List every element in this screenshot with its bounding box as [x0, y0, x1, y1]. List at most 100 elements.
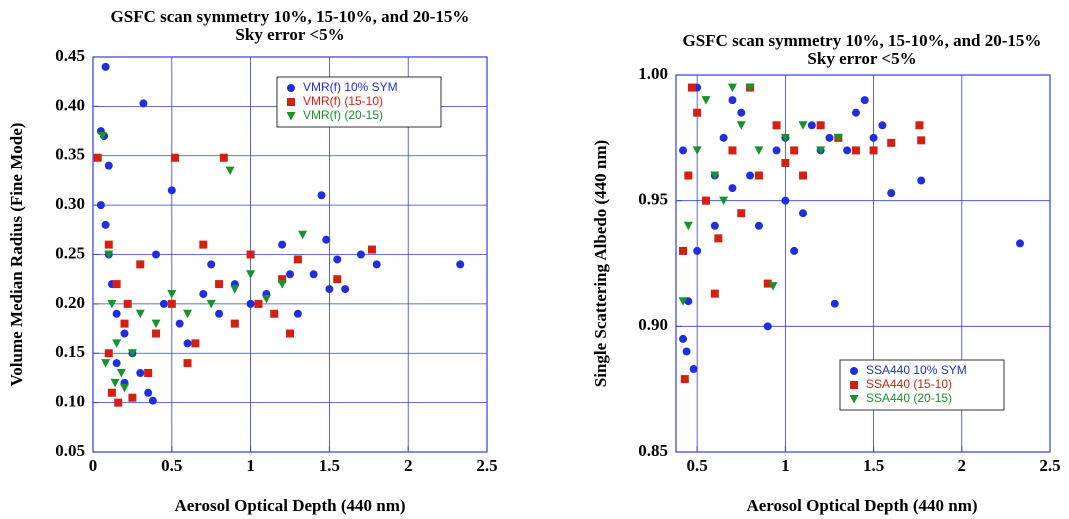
chart-subtitle: Sky error <5%	[807, 49, 916, 68]
point	[816, 121, 825, 130]
point	[693, 246, 702, 255]
point	[799, 171, 808, 180]
point	[689, 365, 698, 374]
point	[107, 388, 116, 397]
point	[152, 329, 161, 338]
chart-subtitle: Sky error <5%	[235, 25, 344, 44]
legend-marker	[850, 381, 858, 389]
point	[869, 146, 878, 155]
point	[317, 191, 326, 200]
y-tick-label: 0.05	[55, 441, 85, 460]
point	[684, 171, 693, 180]
point	[915, 121, 924, 130]
y-axis-label: Volume Median Radius (Fine Mode)	[7, 123, 26, 387]
point	[768, 282, 778, 291]
y-tick-label: 0.45	[55, 46, 85, 65]
legend-label: SSA440 10% SYM	[866, 363, 967, 377]
legend-label: SSA440 (15-10)	[866, 377, 952, 391]
point	[215, 280, 224, 289]
point	[798, 121, 808, 130]
x-axis-label: Aerosol Optical Depth (440 nm)	[174, 496, 405, 515]
point	[136, 260, 145, 269]
legend-box	[276, 76, 442, 128]
x-tick-label: 1	[246, 456, 255, 475]
point	[144, 388, 153, 397]
y-tick-label: 0.25	[55, 243, 85, 262]
point	[104, 240, 113, 249]
point	[341, 285, 350, 294]
point	[878, 121, 887, 130]
y-tick-label: 0.30	[55, 194, 85, 213]
x-tick-label: 0.5	[161, 456, 182, 475]
point	[693, 108, 702, 117]
point	[869, 133, 878, 142]
point	[687, 83, 696, 92]
point	[790, 246, 799, 255]
point	[701, 196, 710, 205]
point	[807, 121, 816, 130]
point	[120, 319, 129, 328]
point	[830, 299, 839, 308]
point	[678, 297, 688, 306]
point	[127, 349, 137, 358]
point	[710, 171, 720, 181]
point	[112, 280, 121, 289]
point	[112, 359, 121, 368]
point	[367, 245, 376, 254]
point	[710, 289, 719, 298]
point	[728, 96, 737, 105]
point	[682, 347, 691, 356]
point	[286, 270, 294, 279]
point	[781, 158, 790, 167]
scatter-chart: GSFC scan symmetry 10%, 15-10%, and 20-1…	[591, 31, 1061, 515]
point	[93, 153, 102, 162]
point	[322, 235, 331, 244]
point	[101, 359, 111, 368]
point	[763, 279, 772, 288]
point	[104, 161, 113, 170]
x-tick-label: 2.5	[476, 456, 497, 475]
point	[679, 146, 688, 155]
point	[309, 270, 318, 279]
point	[917, 136, 926, 145]
point	[737, 209, 746, 218]
y-tick-label: 0.40	[55, 95, 85, 114]
legend-marker	[287, 84, 295, 92]
point	[191, 339, 200, 348]
point	[293, 309, 302, 318]
point	[679, 246, 688, 255]
point	[120, 329, 129, 338]
point	[728, 184, 737, 193]
point	[101, 220, 110, 229]
point	[112, 309, 121, 318]
x-tick-label: 1.5	[319, 456, 340, 475]
x-tick-label: 2	[958, 456, 967, 475]
point	[120, 383, 130, 393]
x-tick-label: 1.5	[863, 456, 884, 475]
point	[207, 260, 216, 269]
chart-title: GSFC scan symmetry 10%, 15-10%, and 20-1…	[111, 7, 470, 26]
point	[745, 83, 755, 93]
point	[135, 309, 145, 319]
point	[167, 290, 177, 299]
point	[96, 201, 105, 210]
chart-title: GSFC scan symmetry 10%, 15-10%, and 20-1…	[683, 31, 1042, 50]
legend-box	[839, 359, 1005, 411]
legend-marker	[286, 112, 296, 121]
point	[772, 121, 781, 130]
legend-marker	[849, 395, 859, 404]
point	[780, 133, 790, 143]
point	[159, 299, 168, 308]
y-tick-label: 0.15	[55, 342, 85, 361]
point	[710, 221, 719, 230]
point	[456, 260, 465, 269]
point	[843, 146, 852, 155]
point	[175, 319, 184, 328]
point	[199, 290, 208, 298]
point	[101, 62, 110, 71]
point	[833, 133, 843, 143]
point	[215, 309, 224, 318]
